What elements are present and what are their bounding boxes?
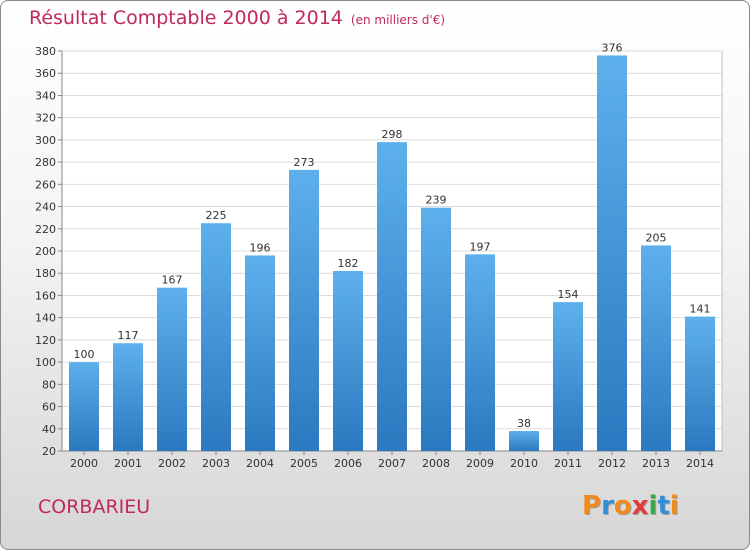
y-tick-label: 240 [35,201,56,214]
logo-letter: r [601,491,614,521]
bar [509,431,539,451]
x-tick-label: 2003 [202,457,230,470]
bar [685,316,715,451]
y-tick-label: 60 [42,401,56,414]
data-label: 239 [426,194,447,207]
y-tick-label: 220 [35,223,56,236]
bar [377,142,407,451]
logo-letter: i [648,491,658,521]
x-tick-label: 2008 [422,457,450,470]
data-label: 225 [206,209,227,222]
bar [157,287,187,451]
y-tick-label: 20 [42,445,56,458]
y-tick-label: 380 [35,45,56,58]
x-tick-label: 2014 [686,457,714,470]
bar [113,343,143,451]
commune-name: CORBARIEU [38,496,151,518]
x-tick-label: 2001 [114,457,142,470]
x-tick-label: 2013 [642,457,670,470]
data-label: 167 [162,274,183,287]
y-tick-label: 340 [35,89,56,102]
data-label: 182 [338,257,359,270]
chart-title: Résultat Comptable 2000 à 2014 (en millie… [29,7,445,29]
y-tick-label: 40 [42,423,56,436]
bar [245,255,275,451]
bar [641,245,671,451]
data-label: 298 [382,128,403,141]
bar [553,302,583,451]
y-tick-label: 200 [35,245,56,258]
y-tick-label: 360 [35,67,56,80]
x-tick-label: 2006 [334,457,362,470]
data-label: 273 [294,156,315,169]
y-tick-label: 100 [35,356,56,369]
logo-letter: i [669,491,679,521]
x-tick-label: 2000 [70,457,98,470]
bar [69,362,99,451]
data-label: 197 [470,240,491,253]
data-label: 100 [74,348,95,361]
chart-unit: (en milliers d'€) [350,13,446,27]
y-tick-label: 120 [35,334,56,347]
x-tick-label: 2005 [290,457,318,470]
y-tick-label: 280 [35,156,56,169]
bar [201,223,231,451]
x-tick-label: 2009 [466,457,494,470]
y-tick-label: 300 [35,134,56,147]
y-tick-label: 180 [35,267,56,280]
data-label: 205 [646,231,667,244]
y-tick-label: 160 [35,289,56,302]
y-tick-label: 80 [42,378,56,391]
y-tick-label: 260 [35,178,56,191]
data-label: 141 [690,303,711,316]
bar [421,207,451,451]
bar [333,271,363,451]
bar [289,169,319,451]
data-label: 38 [517,417,531,430]
x-tick-label: 2002 [158,457,186,470]
proxiti-logo: Proxiti [582,491,679,521]
y-tick-label: 140 [35,312,56,325]
logo-letter: t [657,491,670,521]
x-tick-label: 2004 [246,457,274,470]
logo-letter: P [582,491,602,521]
y-tick-label: 320 [35,112,56,125]
logo-letter: x [631,491,649,521]
bar [465,254,495,451]
bar [597,55,627,451]
x-tick-label: 2012 [598,457,626,470]
x-tick-label: 2007 [378,457,406,470]
chart-title-text: Résultat Comptable 2000 à 2014 [29,7,343,29]
data-label: 154 [558,288,579,301]
x-tick-label: 2011 [554,457,582,470]
data-label: 117 [118,329,139,342]
x-tick-label: 2010 [510,457,538,470]
logo-letter: o [613,491,632,521]
data-label: 376 [602,41,623,54]
data-label: 196 [250,241,271,254]
